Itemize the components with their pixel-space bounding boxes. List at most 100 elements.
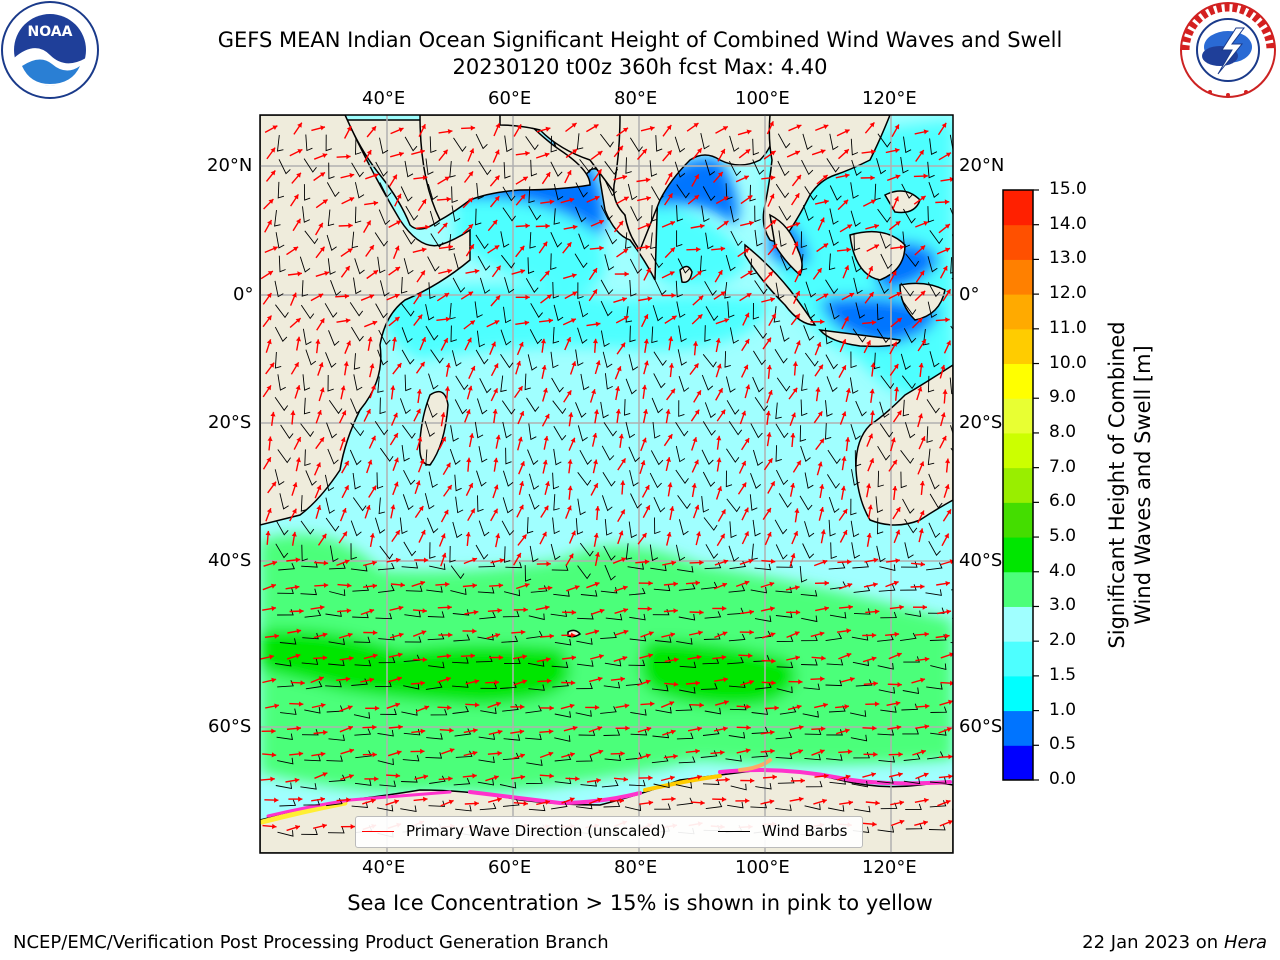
wave-direction-arrowhead <box>493 775 499 781</box>
wind-barb <box>352 497 367 512</box>
wave-direction-arrowhead <box>441 436 446 442</box>
wind-barb <box>849 377 859 394</box>
wave-direction-arrowhead <box>444 293 450 298</box>
wind-barb <box>328 162 335 180</box>
wave-direction-arrowhead <box>298 796 303 802</box>
wave-direction-arrowhead <box>525 294 530 300</box>
wave-direction-arrowhead <box>772 244 777 249</box>
wind-barb <box>754 397 769 412</box>
wind-barb <box>799 425 807 442</box>
wind-barb <box>305 349 317 366</box>
wind-barb <box>354 182 365 199</box>
wind-barb <box>728 160 742 177</box>
wave-direction-arrowhead <box>872 821 877 827</box>
wave-direction-arrowhead <box>795 340 801 346</box>
wind-barb <box>655 706 672 714</box>
wave-direction-arrowhead <box>420 361 425 367</box>
wind-barb <box>550 232 563 248</box>
wind-barb <box>353 374 363 391</box>
wave-direction-arrowhead <box>725 777 730 783</box>
wave-direction-arrowhead <box>472 728 478 734</box>
wave-direction-arrowhead <box>370 384 376 390</box>
wind-barb <box>553 304 564 322</box>
wind-barb <box>826 754 843 761</box>
wind-barb <box>528 205 542 221</box>
lon-tick-top: 40°E <box>362 88 406 109</box>
wind-barb <box>528 423 537 441</box>
wind-barb <box>727 656 744 665</box>
wind-barb <box>825 679 843 687</box>
wind-barb <box>726 400 740 415</box>
wave-direction-arrowhead <box>699 560 704 566</box>
wind-barb <box>404 636 422 643</box>
wave-direction-arrowhead <box>568 412 574 417</box>
wave-direction-arrowhead <box>493 457 499 463</box>
wind-barb <box>302 374 311 391</box>
wave-direction-arrowhead <box>844 129 850 134</box>
wave-direction-arrowhead <box>846 628 851 634</box>
wave-direction-arrowhead <box>673 681 679 687</box>
wind-barb <box>450 565 465 580</box>
wave-direction-arrowhead <box>944 484 950 490</box>
wave-direction-arrowhead <box>292 508 297 514</box>
wave-direction-arrowhead <box>543 505 549 511</box>
wind-barb <box>773 306 781 323</box>
wind-barb <box>428 661 445 669</box>
wave-direction-arrowhead <box>425 224 430 230</box>
wind-barb <box>705 544 719 559</box>
wind-barb <box>776 635 794 643</box>
wind-barb <box>377 729 394 737</box>
wave-direction-arrowhead <box>647 296 653 302</box>
wave-direction-arrowhead <box>517 386 523 392</box>
wind-barb <box>777 133 791 149</box>
wave-direction-arrowhead <box>295 385 301 390</box>
wind-barb <box>524 373 531 391</box>
wave-direction-arrowhead <box>892 341 897 347</box>
wind-barb <box>429 136 437 154</box>
wave-direction-arrowhead <box>495 123 501 129</box>
wind-barb <box>554 777 572 785</box>
wind-barb <box>301 280 309 297</box>
wind-barb <box>300 304 315 320</box>
wave-direction-arrowhead <box>920 561 925 567</box>
wave-direction-arrowhead <box>720 291 726 297</box>
wave-direction-arrowhead <box>346 126 352 132</box>
wind-barb <box>279 638 297 645</box>
wind-barb <box>804 186 818 201</box>
wind-barb <box>376 804 394 812</box>
wind-barb <box>675 280 683 298</box>
wave-direction-arrowhead <box>344 460 349 466</box>
wind-barb <box>753 350 766 366</box>
wind-barb <box>930 706 948 713</box>
wind-barb <box>922 328 930 346</box>
wind-barb <box>628 587 646 596</box>
wind-barb <box>876 545 886 563</box>
wave-direction-arrowhead <box>569 703 575 709</box>
wind-barb <box>902 231 911 249</box>
wind-barb <box>503 589 521 597</box>
wave-direction-arrowhead <box>720 533 725 539</box>
wave-direction-arrowhead <box>648 800 654 806</box>
wind-barb <box>700 133 710 150</box>
wave-direction-arrowhead <box>441 552 447 558</box>
wave-direction-arrowhead <box>391 337 397 342</box>
wind-barb <box>701 205 710 223</box>
wave-direction-arrowhead <box>869 458 875 464</box>
wave-direction-arrowhead <box>549 773 554 779</box>
wind-barb <box>401 445 410 462</box>
wind-barb <box>728 421 743 436</box>
wind-barb <box>303 397 311 415</box>
wind-barb <box>377 758 394 766</box>
wind-barb <box>928 522 941 539</box>
colorbar-tick-label: 12.0 <box>1049 283 1087 304</box>
wind-barb <box>705 801 723 810</box>
wind-barb <box>326 755 343 762</box>
wind-barb <box>575 710 592 717</box>
wind-barb <box>804 303 816 320</box>
wave-direction-arrowhead <box>593 459 598 465</box>
lat-tick-left: 60°S <box>208 716 252 737</box>
wind-barb <box>951 808 953 810</box>
wave-direction-arrowhead <box>394 245 400 251</box>
wind-barb <box>575 802 593 810</box>
wind-barb <box>455 805 472 812</box>
